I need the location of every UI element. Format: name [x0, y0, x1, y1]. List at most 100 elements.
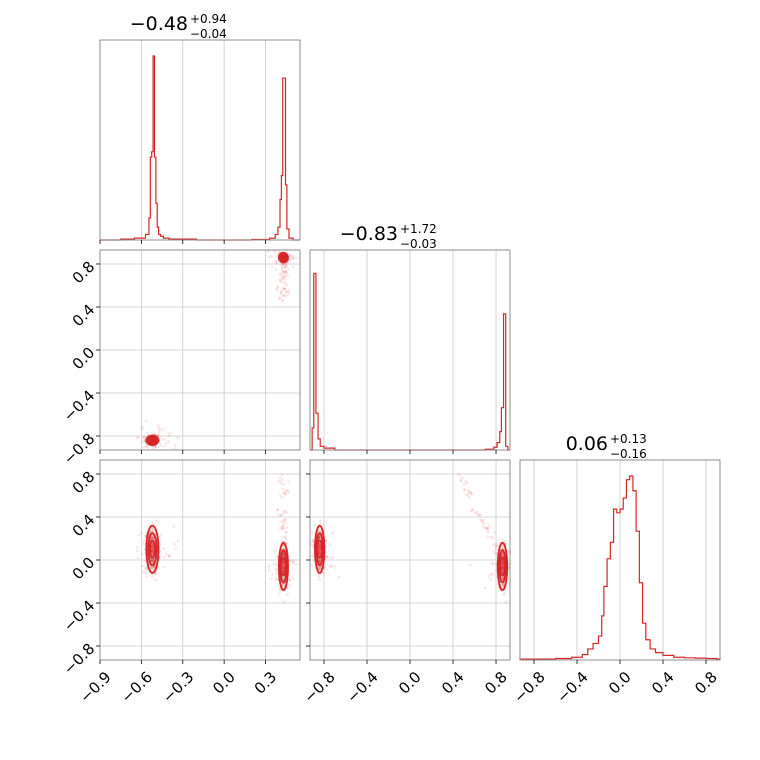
sample-point	[317, 545, 321, 549]
contour-1-2	[499, 556, 506, 576]
sample-point	[136, 549, 139, 553]
sample-point	[274, 268, 278, 271]
sample-point	[470, 509, 473, 513]
sample-point	[283, 582, 286, 586]
sample-point	[167, 434, 171, 438]
sample-point	[283, 490, 286, 494]
sample-point	[291, 577, 295, 580]
sample-point	[317, 546, 321, 550]
sample-point	[150, 549, 154, 553]
sample-point	[500, 565, 504, 568]
sample-point	[151, 545, 155, 548]
sample-point	[281, 565, 284, 569]
sample-point	[318, 552, 322, 556]
x-ticklabel-2-2: 0.0	[605, 668, 635, 698]
sample-point	[279, 280, 283, 284]
sample-point	[482, 522, 486, 525]
sample-point	[153, 446, 157, 449]
sample-point	[460, 476, 464, 480]
sample-point	[284, 275, 287, 278]
sample-point	[317, 558, 321, 561]
sample-point	[284, 270, 287, 274]
sample-point	[285, 526, 288, 530]
sample-point	[318, 543, 322, 546]
sample-point	[151, 547, 155, 550]
sample-point	[149, 530, 153, 533]
sample-point	[311, 539, 314, 542]
sample-point	[468, 563, 472, 567]
x-ticklabel-0-1: −0.6	[118, 668, 156, 706]
sample-point	[151, 549, 155, 553]
sample-point	[287, 490, 290, 494]
sample-point	[317, 546, 321, 550]
sample-point	[500, 565, 504, 569]
sample-point	[281, 553, 285, 557]
sample-point	[285, 283, 288, 287]
sample-point	[318, 530, 321, 533]
contour-0-2	[149, 436, 156, 444]
sample-point	[500, 568, 504, 572]
sample-point	[151, 547, 155, 551]
sample-point	[279, 262, 282, 266]
sample-point	[282, 482, 286, 486]
x-ticklabel-0-4: 0.3	[251, 668, 281, 698]
sample-point	[153, 572, 157, 576]
x-ticklabel-1-0: −0.8	[300, 668, 338, 706]
sample-point	[283, 278, 287, 281]
sample-point	[285, 531, 289, 534]
sample-point	[501, 562, 505, 566]
sample-point	[478, 513, 482, 516]
sample-point	[150, 522, 154, 525]
sample-point	[283, 265, 287, 269]
sample-point	[284, 530, 287, 534]
sample-point	[291, 257, 295, 260]
sample-point	[280, 513, 283, 516]
sample-point	[283, 535, 287, 539]
sample-point	[280, 289, 284, 293]
sample-point	[501, 576, 505, 579]
title-plus-0: +0.94	[190, 12, 227, 26]
sample-point	[491, 561, 495, 565]
sample-point	[288, 578, 292, 581]
sample-point	[465, 481, 469, 485]
x-ticklabel-2-0: −0.8	[510, 668, 548, 706]
sample-point	[276, 555, 279, 559]
sample-point	[286, 593, 290, 596]
sample-point	[145, 567, 149, 570]
sample-point	[278, 592, 281, 595]
sample-point	[310, 531, 314, 534]
sample-point	[318, 543, 321, 547]
sample-point	[288, 254, 292, 258]
y-ticklabel-1-0: −0.8	[60, 430, 98, 468]
sample-point	[143, 560, 147, 563]
sample-point	[151, 432, 155, 435]
sample-point	[318, 551, 321, 554]
sample-point	[284, 265, 288, 268]
sample-point	[136, 435, 140, 438]
sample-point	[151, 439, 155, 442]
sample-point	[501, 566, 505, 570]
sample-point	[278, 480, 281, 483]
sample-point	[501, 566, 505, 569]
x-ticklabel-0-3: 0.0	[209, 668, 239, 698]
sample-point	[470, 492, 474, 495]
sample-point	[151, 549, 155, 553]
sample-point	[137, 533, 141, 537]
sample-point	[318, 537, 321, 540]
sample-point	[501, 564, 504, 568]
panel-scatter-1-0	[96, 248, 301, 454]
sample-point	[482, 518, 485, 522]
sample-point	[465, 493, 468, 497]
sample-point	[280, 264, 284, 268]
sample-point	[162, 438, 165, 441]
sample-point	[174, 443, 178, 447]
sample-point	[136, 436, 139, 440]
sample-point	[135, 546, 138, 549]
sample-point	[457, 473, 460, 476]
panel-scatter-2-1	[306, 459, 512, 664]
sample-point	[270, 577, 273, 581]
sample-point	[500, 563, 504, 566]
sample-point	[317, 550, 321, 553]
sample-point	[279, 292, 282, 295]
sample-point	[150, 439, 153, 442]
